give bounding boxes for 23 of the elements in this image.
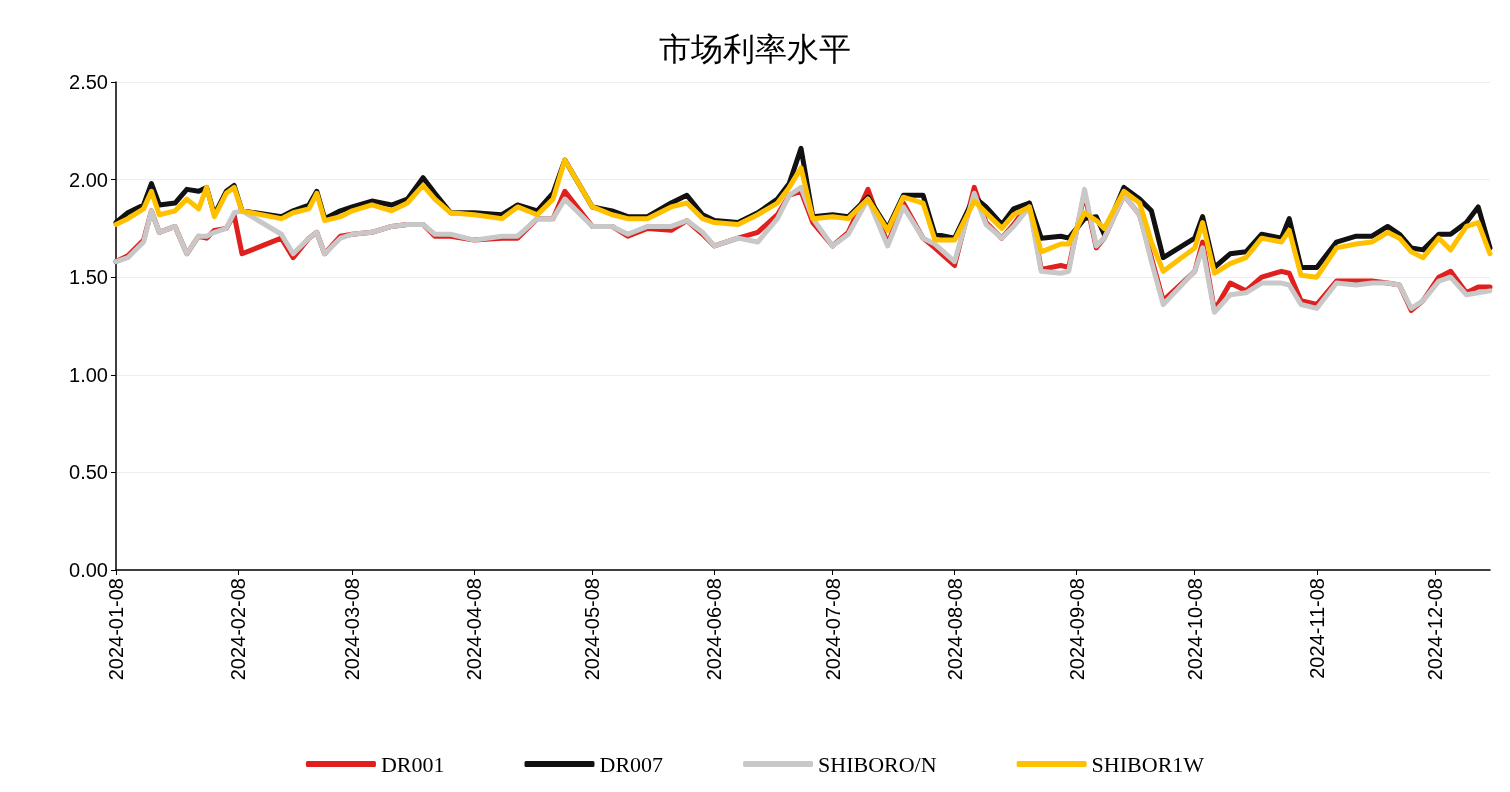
x-tick-label: 2024-06-08	[703, 578, 726, 681]
x-tick-label: 2024-02-08	[227, 578, 250, 681]
x-tick-label: 2024-10-08	[1183, 578, 1206, 681]
x-tick-label: 2024-07-08	[821, 578, 844, 681]
y-tick-label: 1.00	[69, 363, 108, 386]
x-tick-label: 2024-12-08	[1423, 578, 1446, 681]
y-tick-label: 0.00	[69, 559, 108, 581]
legend-label: SHIBOR1W	[1091, 751, 1205, 777]
legend-label: DR001	[380, 751, 445, 777]
x-tick-label: 2024-08-08	[943, 578, 966, 681]
y-tick-label: 2.00	[69, 168, 108, 191]
y-tick-label: 2.50	[69, 71, 108, 93]
x-tick-label: 2024-05-08	[581, 578, 604, 681]
y-tick-label: 0.50	[69, 461, 108, 484]
legend-label: DR007	[599, 751, 664, 777]
x-tick-label: 2024-11-08	[1305, 578, 1328, 679]
x-tick-label: 2024-01-08	[105, 578, 127, 681]
legend-label: SHIBORO/N	[818, 751, 937, 777]
x-tick-label: 2024-09-08	[1065, 578, 1088, 681]
y-tick-label: 1.50	[69, 266, 108, 289]
x-tick-label: 2024-04-08	[463, 578, 486, 681]
chart-title: 市场利率水平	[659, 31, 851, 67]
x-tick-label: 2024-03-08	[341, 578, 364, 681]
